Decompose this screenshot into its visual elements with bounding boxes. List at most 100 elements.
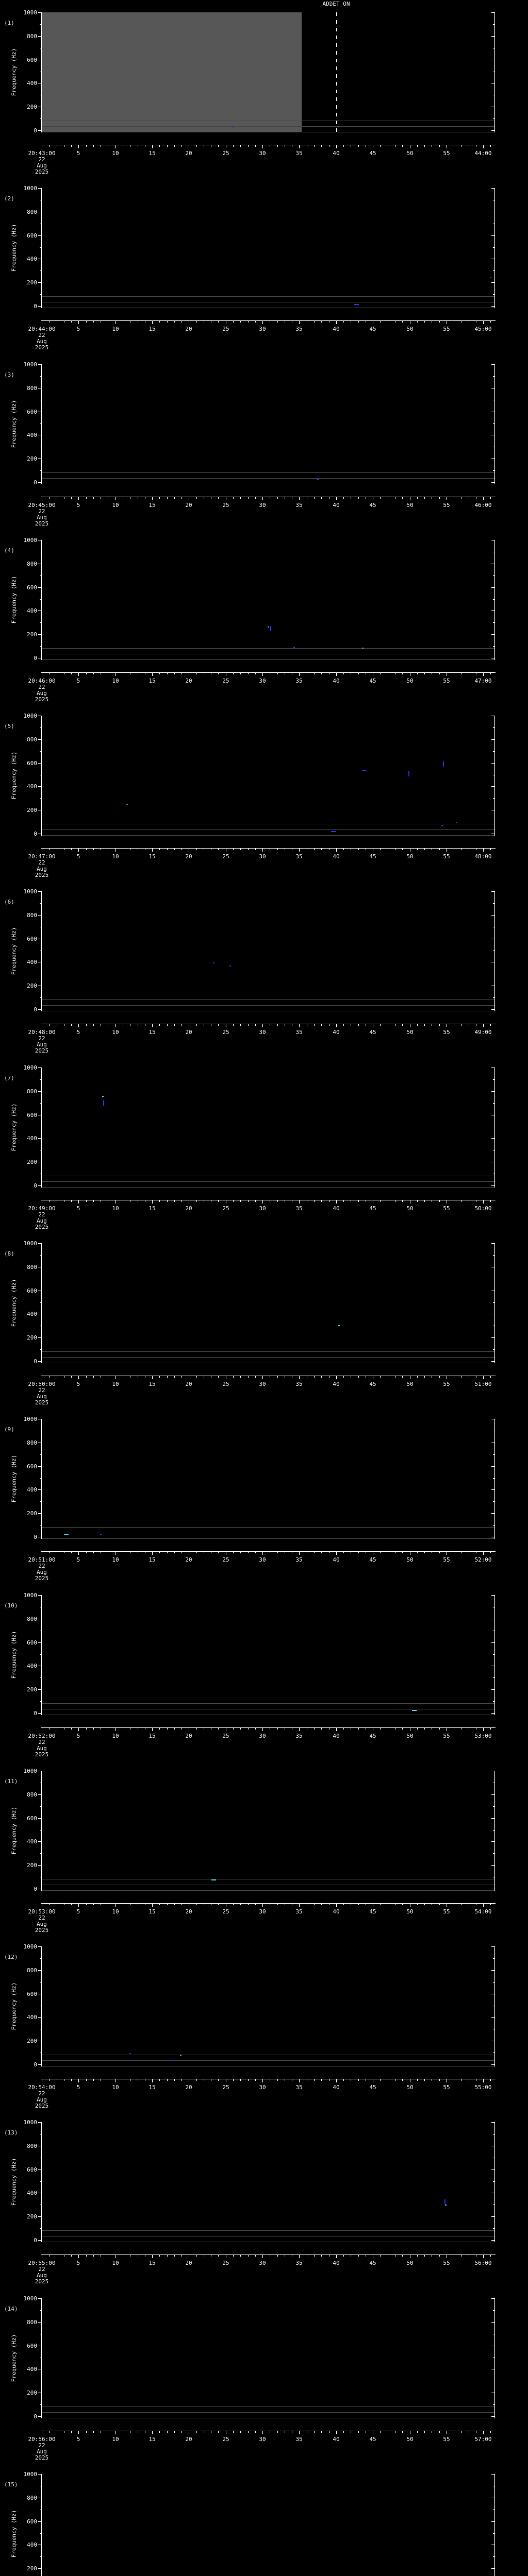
x-minor-tick	[248, 497, 249, 499]
x-major-tick	[483, 145, 484, 148]
y-tick-label: 0	[34, 127, 37, 134]
x-minor-tick	[218, 321, 219, 323]
x-major-tick	[299, 2431, 300, 2434]
x-tick-label: 10	[112, 150, 119, 157]
x-tick-label: 10	[112, 2260, 119, 2266]
y-major-tick-left	[38, 188, 41, 189]
y-tick-label: 200	[27, 1510, 37, 1517]
y-minor-tick-right	[493, 1255, 494, 1256]
x-major-tick	[152, 145, 153, 148]
x-minor-tick	[248, 1376, 249, 1378]
x-minor-tick	[255, 1200, 256, 1202]
x-tick-label: 35	[295, 2260, 303, 2266]
panel-index-label: (5)	[4, 723, 14, 730]
y-minor-tick-left	[40, 1958, 41, 1959]
panel-index-label: (10)	[4, 1602, 18, 1609]
x-major-tick	[262, 1376, 263, 1379]
spectrogram-panel-13: (13) Frequency (Hz) 0 200 400 600 800 1000 20:55…	[0, 2110, 528, 2285]
x-major-tick	[299, 673, 300, 676]
panel-index-label: (9)	[4, 1426, 14, 1433]
y-minor-tick-right	[493, 727, 494, 728]
x-minor-tick	[196, 1728, 197, 1730]
x-minor-tick	[255, 1728, 256, 1730]
x-tick-label: 30	[259, 2084, 266, 2091]
x-tick-label: 30	[259, 677, 266, 684]
x-tick-label: 25	[222, 2084, 229, 2091]
y-major-tick-right	[491, 1818, 494, 1819]
y-minor-tick-right	[493, 798, 494, 799]
y-minor-tick-left	[40, 798, 41, 799]
y-major-tick-right	[491, 915, 494, 916]
x-major-tick	[336, 1024, 337, 1027]
x-tick-label: 5	[76, 2260, 80, 2266]
x-tick-label: 5	[76, 2084, 80, 2091]
x-minor-tick	[314, 1904, 315, 1905]
x-minor-tick	[93, 321, 94, 323]
x-minor-tick	[218, 497, 219, 499]
x-minor-tick	[159, 497, 160, 499]
x-minor-tick	[490, 2431, 491, 2433]
date-label: Aug	[37, 1921, 47, 1927]
y-tick-label: 600	[27, 2343, 37, 2349]
x-minor-tick	[174, 673, 175, 674]
x-minor-tick	[167, 1200, 168, 1202]
x-tick-label: 10	[112, 1205, 119, 1212]
x-minor-tick	[321, 1200, 322, 1202]
y-tick-label: 800	[27, 736, 37, 743]
x-tick-label: 25	[222, 1029, 229, 1036]
x-major-tick	[152, 673, 153, 676]
y-axis-right	[494, 188, 495, 308]
x-minor-tick	[86, 1376, 87, 1378]
y-tick-label: 200	[27, 2213, 37, 2220]
x-minor-tick	[86, 1552, 87, 1553]
spectrogram-panel-10: (10) Frequency (Hz) 0 200 400 600 800 1000 20:52…	[0, 1583, 528, 1758]
y-minor-tick-right	[493, 1478, 494, 1479]
event-mark-vstreak	[444, 2199, 446, 2205]
x-minor-tick	[248, 1024, 249, 1026]
y-minor-tick-right	[493, 1654, 494, 1655]
x-minor-tick	[248, 849, 249, 850]
event-mark-dot	[233, 127, 234, 128]
y-minor-tick-right	[493, 1454, 494, 1455]
x-tick-label: 20:44:00	[28, 326, 56, 332]
x-minor-tick	[93, 2431, 94, 2433]
event-mark-dot	[441, 825, 443, 826]
date-label: Aug	[37, 866, 47, 872]
y-major-tick-left	[38, 12, 41, 13]
y-tick-label: 200	[27, 279, 37, 286]
date-label: 22	[38, 2266, 45, 2273]
x-minor-tick	[196, 673, 197, 674]
x-tick-label: 45	[369, 2260, 376, 2266]
x-minor-tick	[93, 1904, 94, 1905]
y-minor-tick-right	[493, 646, 494, 647]
y-tick-label: 600	[27, 584, 37, 591]
x-tick-label: 35	[295, 326, 303, 332]
x-minor-tick	[358, 1552, 359, 1553]
x-minor-tick	[255, 1904, 256, 1905]
date-label: Aug	[37, 690, 47, 697]
y-tick-label: 1000	[23, 9, 38, 16]
x-tick-label: 55	[443, 502, 450, 509]
x-tick-label: 35	[295, 853, 303, 860]
x-minor-tick	[233, 145, 234, 147]
x-minor-tick	[86, 145, 87, 147]
date-label: Aug	[37, 2448, 47, 2455]
x-minor-tick	[233, 849, 234, 850]
event-mark-vstreak	[270, 626, 271, 631]
x-tick-label: 45	[369, 1029, 376, 1036]
y-tick-label: 0	[34, 303, 37, 310]
y-tick-label: 0	[34, 2237, 37, 2244]
x-major-tick	[299, 497, 300, 500]
date-label: 22	[38, 684, 45, 690]
x-minor-tick	[86, 1728, 87, 1730]
y-axis-left	[41, 12, 42, 132]
spectrogram-panel-3: (3) Frequency (Hz) 0 200 400 600 800 1000 20:45:…	[0, 352, 528, 528]
x-minor-tick	[321, 673, 322, 674]
x-tick-label: 54:00	[474, 1908, 492, 1915]
x-minor-tick	[343, 673, 344, 674]
x-tick-label: 15	[148, 853, 156, 860]
y-major-tick-left	[38, 2122, 41, 2123]
x-minor-tick	[402, 849, 403, 850]
x-minor-tick	[277, 321, 278, 323]
x-tick-label: 55	[443, 2436, 450, 2443]
